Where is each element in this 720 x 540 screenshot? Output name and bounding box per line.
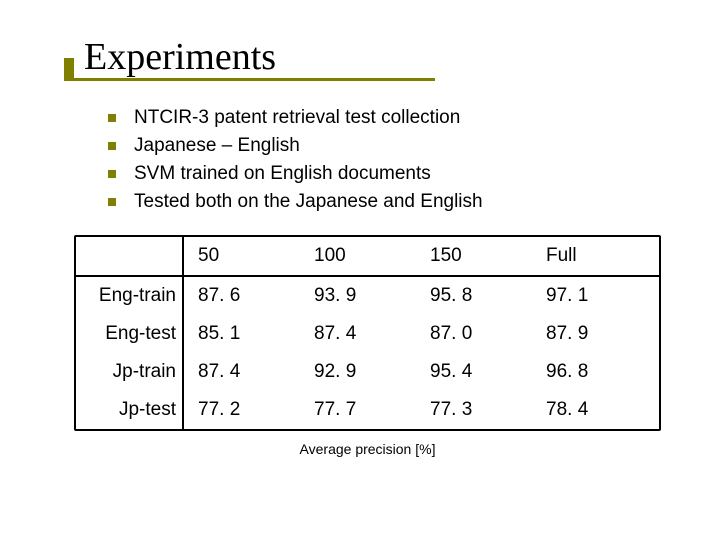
- table-cell: 87. 4: [184, 353, 300, 391]
- table-cell: 95. 8: [416, 277, 532, 315]
- table-cell: 87. 0: [416, 315, 532, 353]
- table-cell: 87. 4: [300, 315, 416, 353]
- bullet-text: Japanese – English: [134, 135, 300, 157]
- results-table: 50 100 150 Full Eng-train 87. 6 93. 9 95…: [74, 235, 661, 431]
- table-cell: 78. 4: [532, 391, 648, 429]
- bullet-item: NTCIR-3 patent retrieval test collection: [108, 107, 665, 129]
- bullet-item: SVM trained on English documents: [108, 163, 665, 185]
- title-block: Experiments: [70, 35, 665, 79]
- table-row-label: Jp-train: [76, 353, 184, 391]
- title-underline: [70, 78, 435, 81]
- table-cell: 77. 7: [300, 391, 416, 429]
- table-header-cell: Full: [532, 237, 648, 275]
- table-row-label: Eng-train: [76, 277, 184, 315]
- table-header-cell: 100: [300, 237, 416, 275]
- table-caption: Average precision [%]: [70, 441, 665, 457]
- square-bullet-icon: [108, 142, 116, 150]
- bullet-text: Tested both on the Japanese and English: [134, 191, 483, 213]
- bullet-item: Japanese – English: [108, 135, 665, 157]
- bullet-text: NTCIR-3 patent retrieval test collection: [134, 107, 460, 129]
- table-row: Jp-train 87. 4 92. 9 95. 4 96. 8: [76, 353, 659, 391]
- table-header-cell: 150: [416, 237, 532, 275]
- table-cell: 87. 6: [184, 277, 300, 315]
- table-header-row: 50 100 150 Full: [76, 237, 659, 277]
- bullet-list: NTCIR-3 patent retrieval test collection…: [108, 107, 665, 213]
- bullet-item: Tested both on the Japanese and English: [108, 191, 665, 213]
- table-cell: 95. 4: [416, 353, 532, 391]
- square-bullet-icon: [108, 198, 116, 206]
- table-row: Eng-train 87. 6 93. 9 95. 8 97. 1: [76, 277, 659, 315]
- table-cell: 77. 3: [416, 391, 532, 429]
- table-row: Eng-test 85. 1 87. 4 87. 0 87. 9: [76, 315, 659, 353]
- table-cell: 85. 1: [184, 315, 300, 353]
- table-cell: 92. 9: [300, 353, 416, 391]
- slide-title: Experiments: [70, 35, 665, 79]
- table-row: Jp-test 77. 2 77. 7 77. 3 78. 4: [76, 391, 659, 429]
- bullet-text: SVM trained on English documents: [134, 163, 431, 185]
- table-cell: 97. 1: [532, 277, 648, 315]
- table-cell: 96. 8: [532, 353, 648, 391]
- table-row-label: Eng-test: [76, 315, 184, 353]
- square-bullet-icon: [108, 170, 116, 178]
- square-bullet-icon: [108, 114, 116, 122]
- table-row-label: Jp-test: [76, 391, 184, 429]
- slide: Experiments NTCIR-3 patent retrieval tes…: [0, 0, 720, 487]
- table-cell: 93. 9: [300, 277, 416, 315]
- table-cell: 87. 9: [532, 315, 648, 353]
- table-cell: 77. 2: [184, 391, 300, 429]
- table-header-cell: 50: [184, 237, 300, 275]
- table-corner-cell: [76, 237, 184, 275]
